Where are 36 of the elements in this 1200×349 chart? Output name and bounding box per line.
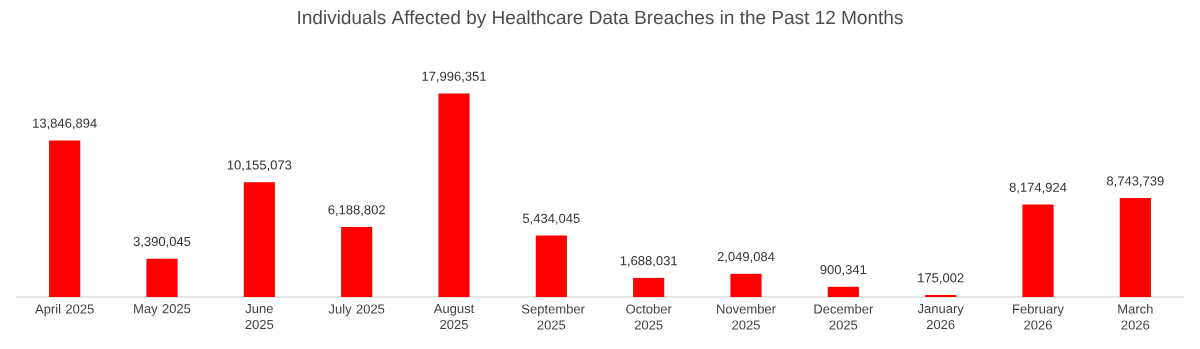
data-label: 6,188,802 <box>328 205 385 216</box>
data-label: 2,049,084 <box>717 252 775 263</box>
x-tick-label: June 2025 <box>245 304 274 330</box>
x-tick-label: September 2025 <box>521 304 585 330</box>
x-tick-label: April 2025 <box>35 304 94 317</box>
x-tick-label: February 2026 <box>1013 304 1064 330</box>
bar <box>633 277 665 297</box>
data-label: 13,846,894 <box>33 118 97 130</box>
x-tick-label: November 2025 <box>717 304 776 330</box>
bar <box>49 140 81 297</box>
bar <box>1022 204 1054 297</box>
x-tick-label: January 2026 <box>917 304 964 330</box>
bar <box>243 182 275 297</box>
bar <box>1119 198 1151 297</box>
data-label: 900,341 <box>820 265 867 276</box>
bar <box>438 93 470 297</box>
data-label: 5,434,045 <box>522 213 580 225</box>
bar <box>535 235 567 297</box>
data-label: 3,390,045 <box>133 236 191 248</box>
x-tick-label: October 2025 <box>626 304 672 330</box>
data-label: 8,743,739 <box>1106 176 1164 188</box>
x-tick-label: March 2026 <box>1118 304 1153 330</box>
bar <box>146 258 178 297</box>
x-tick-label: December 2025 <box>814 304 874 330</box>
data-label: 175,002 <box>918 273 964 284</box>
bar <box>827 286 859 297</box>
x-tick-label: May 2025 <box>134 304 191 316</box>
data-label: 10,155,073 <box>227 160 292 172</box>
chart-title: Individuals Affected by Healthcare Data Breaches in the Past 12 Months <box>298 10 903 28</box>
x-tick-label: July 2025 <box>328 304 385 317</box>
bar <box>341 227 373 297</box>
data-label: 1,688,031 <box>620 256 677 267</box>
data-label: 8,174,924 <box>1009 182 1067 194</box>
bar <box>730 273 762 297</box>
data-label: 17,996,351 <box>422 71 486 83</box>
x-tick-label: August 2025 <box>433 304 475 330</box>
